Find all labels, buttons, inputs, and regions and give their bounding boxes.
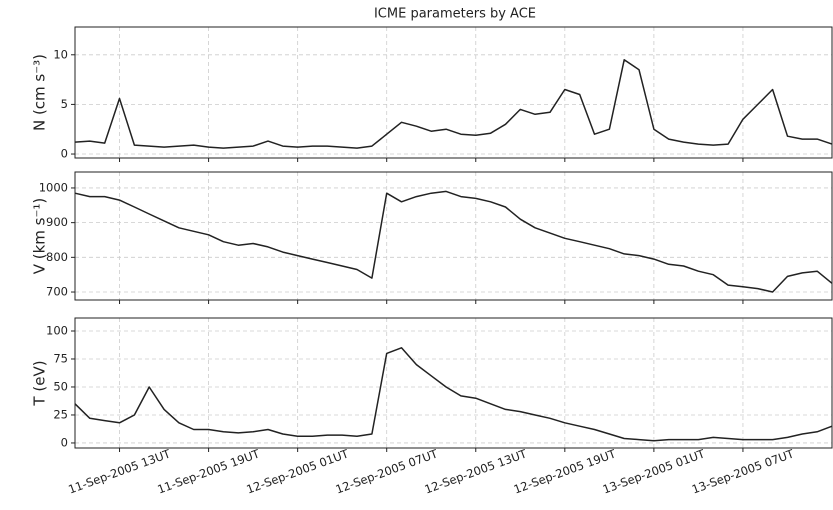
plot-frame <box>74 26 833 159</box>
y-tick-label: 25 <box>53 407 68 421</box>
y-tick-label: 900 <box>46 215 68 229</box>
x-tick-label: 13-Sep-2005 07UT <box>690 446 797 496</box>
y-tick-label: 10 <box>53 47 68 61</box>
chart-title: ICME parameters by ACE <box>374 7 536 22</box>
y-tick-label: 700 <box>46 285 68 299</box>
plot-frame <box>74 171 833 301</box>
data-line <box>74 347 833 442</box>
y-axis-label: T (eV) <box>31 360 49 406</box>
y-tick-label: 50 <box>53 379 68 393</box>
data-line <box>74 59 833 149</box>
y-tick-label: 75 <box>53 351 68 365</box>
y-tick-label: 100 <box>46 323 68 337</box>
y-tick-label: 0 <box>61 147 68 161</box>
plot-frame <box>74 317 833 449</box>
y-tick-label: 1000 <box>39 180 68 194</box>
y-tick-label: 0 <box>61 435 68 449</box>
y-axis-label: N (cm s⁻³) <box>31 54 49 131</box>
y-tick-label: 800 <box>46 250 68 264</box>
data-line <box>74 190 833 293</box>
y-tick-label: 5 <box>61 97 68 111</box>
y-axis-label: V (km s⁻¹) <box>31 198 49 275</box>
